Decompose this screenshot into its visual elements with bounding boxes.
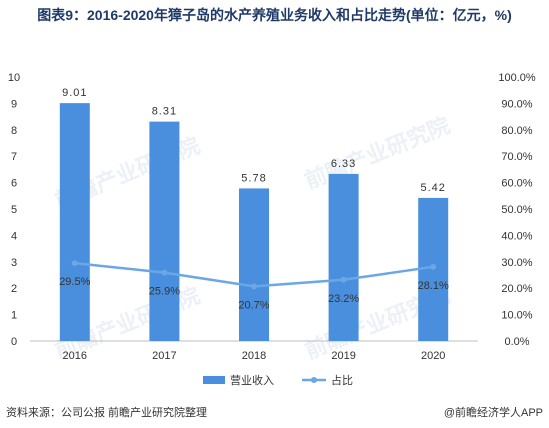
ratio-point-2020 — [430, 263, 437, 270]
ratio-line — [71, 260, 437, 290]
y-right-tick-label: 0.0% — [504, 336, 529, 348]
y-right-tick-label: 100.0% — [498, 72, 536, 84]
y-right-tick-label: 10.0% — [501, 310, 532, 322]
y-right-tick-label: 20.0% — [501, 283, 532, 295]
ratio-value-label: 23.2% — [328, 293, 359, 305]
chart-title: 图表9：2016-2020年獐子岛的水产养殖业务收入和占比走势(单位：亿元，%) — [37, 7, 512, 23]
y-left-tick-label: 3 — [11, 257, 17, 269]
legend-line-label: 占比 — [331, 373, 353, 387]
bars — [59, 103, 449, 341]
y-right-tick-label: 60.0% — [501, 178, 532, 190]
y-left-tick-label: 0 — [11, 336, 17, 348]
bar-value-label: 8.31 — [152, 106, 177, 118]
brand-credit: @前瞻经济学人APP — [443, 407, 543, 419]
legend-bar-swatch — [203, 376, 225, 384]
x-tick-label: 2019 — [331, 350, 355, 362]
y-left-tick-label: 8 — [11, 125, 17, 137]
bar-value-label: 9.01 — [62, 87, 87, 99]
axes: 0123456789100.0%10.0%20.0%30.0%40.0%50.0… — [8, 72, 536, 362]
y-right-tick-label: 70.0% — [501, 151, 532, 163]
legend-bar-label: 营业收入 — [230, 373, 274, 387]
y-left-tick-label: 2 — [11, 283, 17, 295]
bar-value-label: 5.42 — [420, 182, 445, 194]
legend-line-marker — [311, 377, 317, 383]
ratio-point-2018 — [251, 283, 257, 290]
y-left-tick-label: 6 — [11, 178, 17, 190]
legend: 营业收入 占比 — [203, 373, 353, 387]
ratio-point-2017 — [161, 269, 168, 276]
source-note: 资料来源：公司公报 前瞻产业研究院整理 — [6, 407, 208, 419]
y-right-tick-label: 30.0% — [501, 257, 532, 269]
y-right-tick-label: 80.0% — [501, 125, 532, 137]
ratio-value-label: 28.1% — [418, 280, 449, 292]
y-left-tick-label: 4 — [11, 230, 17, 242]
ratio-value-label: 20.7% — [238, 299, 269, 311]
bar-2019 — [328, 173, 359, 341]
x-tick-label: 2017 — [152, 350, 176, 362]
x-tick-label: 2018 — [242, 350, 266, 362]
bar-value-label: 5.78 — [241, 172, 266, 184]
ratio-point-2019 — [340, 276, 347, 283]
ratio-point-2016 — [71, 260, 78, 267]
y-left-tick-label: 1 — [11, 310, 17, 322]
y-left-tick-label: 5 — [11, 204, 17, 216]
bar-2018 — [239, 188, 269, 341]
y-right-tick-label: 50.0% — [501, 204, 532, 216]
bar-2016 — [59, 103, 90, 341]
bar-value-label: 6.33 — [331, 158, 356, 170]
ratio-value-label: 25.9% — [149, 286, 180, 298]
x-tick-label: 2020 — [421, 350, 445, 362]
data-labels: 9.01 8.31 5.78 6.33 5.42 29.5% 25.9% 20.7% 23.2%… — [59, 87, 449, 311]
bar-2017 — [149, 121, 180, 341]
y-right-tick-label: 90.0% — [501, 98, 532, 110]
y-left-tick-label: 9 — [11, 98, 17, 110]
y-left-tick-label: 7 — [11, 151, 17, 163]
y-left-tick-label: 10 — [8, 72, 20, 84]
ratio-value-label: 29.5% — [59, 276, 90, 288]
y-right-tick-label: 40.0% — [501, 230, 532, 242]
x-tick-label: 2016 — [63, 350, 87, 362]
